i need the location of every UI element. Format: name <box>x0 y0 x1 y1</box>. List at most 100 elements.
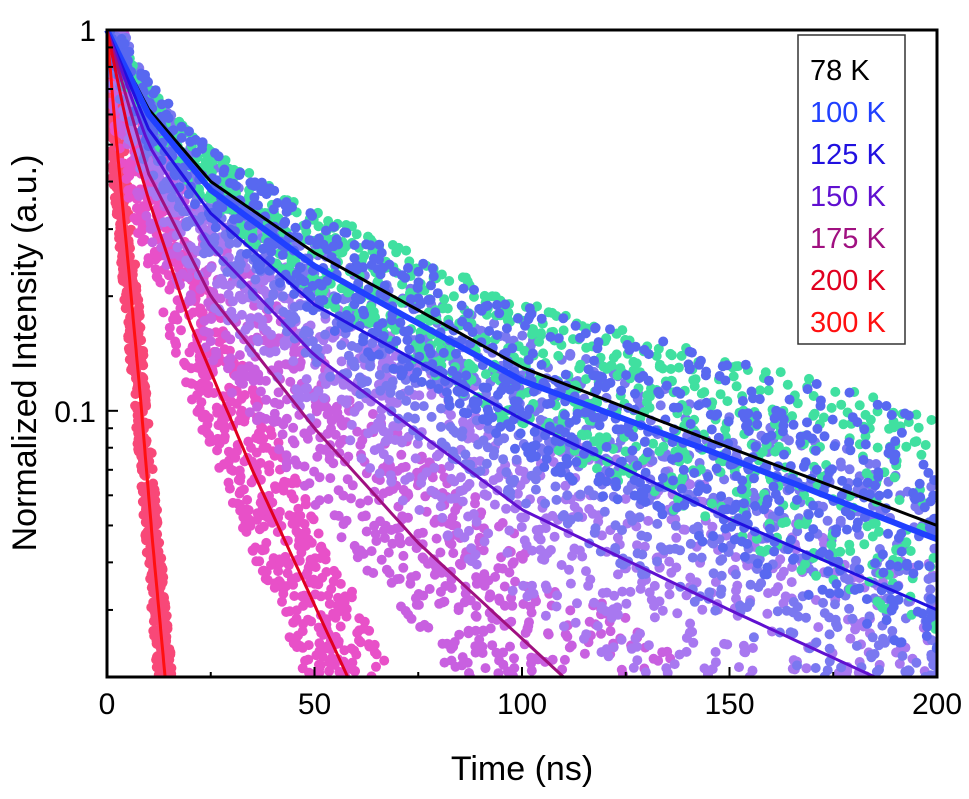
data-point <box>836 662 847 673</box>
data-point <box>728 371 739 382</box>
data-point <box>685 618 696 629</box>
data-point <box>730 569 741 580</box>
data-point <box>540 498 551 509</box>
data-point <box>242 513 253 524</box>
data-point <box>236 393 247 404</box>
data-point <box>134 190 144 201</box>
data-point <box>403 412 414 423</box>
data-point <box>489 318 500 329</box>
data-point <box>300 494 311 504</box>
data-point <box>844 603 855 614</box>
data-point <box>505 475 516 486</box>
data-point <box>149 605 160 616</box>
data-point <box>427 263 438 274</box>
data-point <box>465 595 476 606</box>
data-point <box>830 386 841 397</box>
data-point <box>263 460 274 471</box>
data-point <box>929 475 937 486</box>
data-point <box>489 499 500 510</box>
data-point <box>244 407 255 418</box>
data-point <box>181 221 192 232</box>
data-point <box>471 516 482 527</box>
data-point <box>367 338 378 349</box>
data-point <box>525 601 536 612</box>
data-point <box>275 277 285 288</box>
data-point <box>635 583 646 594</box>
data-point <box>310 344 321 355</box>
data-point <box>589 597 599 608</box>
data-point <box>685 538 696 549</box>
data-point <box>405 294 416 305</box>
data-point <box>435 501 446 512</box>
data-point <box>262 575 273 586</box>
data-point <box>605 324 615 335</box>
data-point <box>269 582 280 593</box>
data-point <box>601 432 612 443</box>
data-point <box>331 608 342 619</box>
data-point <box>450 505 461 516</box>
data-point <box>824 643 835 654</box>
data-point <box>742 538 753 549</box>
data-point <box>671 532 682 543</box>
data-point <box>481 458 492 469</box>
data-point <box>835 515 846 526</box>
data-point <box>255 497 266 508</box>
data-point <box>345 435 356 446</box>
data-point <box>847 412 858 423</box>
data-point <box>255 386 266 397</box>
data-point <box>259 544 270 555</box>
data-point <box>148 478 159 489</box>
data-point <box>278 419 289 430</box>
data-point <box>697 604 708 615</box>
data-point <box>438 347 449 358</box>
data-point <box>685 479 696 490</box>
data-point <box>782 379 793 390</box>
data-point <box>478 435 489 446</box>
data-point <box>224 238 235 249</box>
data-point <box>581 566 591 577</box>
data-point <box>484 592 495 603</box>
data-point <box>872 442 883 453</box>
data-point <box>493 472 504 483</box>
data-point <box>300 655 311 666</box>
data-point <box>598 361 609 372</box>
data-point <box>233 474 244 485</box>
data-point <box>643 515 654 526</box>
data-point <box>635 628 645 639</box>
data-point <box>391 523 402 534</box>
data-point <box>138 346 149 356</box>
data-point <box>130 389 141 399</box>
data-point <box>478 545 489 556</box>
data-point <box>926 415 937 425</box>
data-point <box>234 290 245 301</box>
data-point <box>480 369 491 380</box>
data-point <box>530 474 541 485</box>
data-point <box>649 601 660 611</box>
data-point <box>448 641 459 652</box>
data-point <box>655 400 666 411</box>
data-point <box>497 563 508 574</box>
data-point <box>775 367 786 378</box>
data-point <box>397 495 408 506</box>
data-point <box>787 562 798 572</box>
data-point <box>131 203 142 214</box>
data-point <box>363 428 374 439</box>
data-point <box>439 596 450 607</box>
data-point <box>858 455 869 465</box>
data-point <box>355 498 366 509</box>
data-point <box>536 359 547 370</box>
data-point <box>119 267 130 278</box>
data-point <box>396 601 406 612</box>
data-point <box>358 305 368 316</box>
data-point <box>421 467 432 478</box>
data-point <box>664 556 675 567</box>
data-point <box>487 640 498 651</box>
data-point <box>793 611 804 622</box>
data-point <box>687 552 698 563</box>
data-point <box>185 136 196 147</box>
data-point <box>879 637 890 648</box>
data-point <box>192 389 203 400</box>
data-point <box>673 402 684 413</box>
data-point <box>456 660 467 671</box>
data-point <box>575 489 586 500</box>
